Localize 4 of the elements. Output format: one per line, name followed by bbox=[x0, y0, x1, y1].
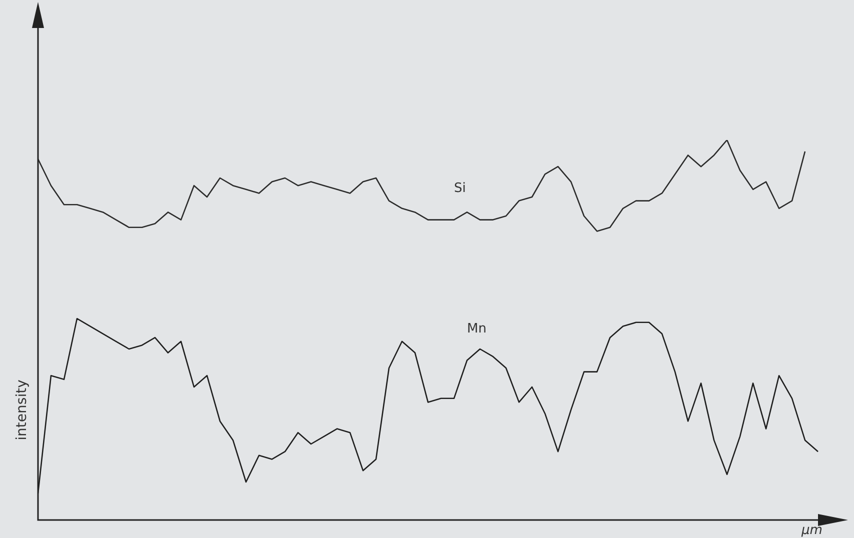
x-axis-title: µm bbox=[800, 523, 822, 538]
y-axis-title: intensity bbox=[14, 380, 30, 440]
series-label: Mn bbox=[467, 321, 486, 336]
series-label: Si bbox=[454, 180, 466, 196]
